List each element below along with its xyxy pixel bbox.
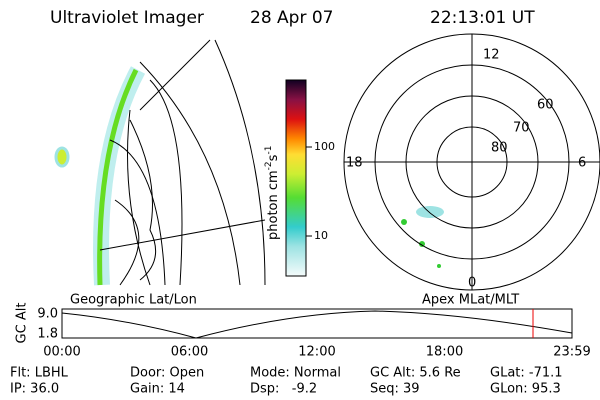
clock-label: 6: [578, 156, 586, 171]
x-tick-label: 06:00: [171, 345, 208, 360]
status-field: GLat: -71.1: [490, 366, 563, 381]
status-field: Dsp: -9.2: [250, 382, 317, 397]
colorbar: [285, 79, 307, 277]
clock-label: 12: [483, 48, 500, 63]
x-tick-label: 18:00: [426, 345, 463, 360]
y-tick-label: 1.8: [37, 327, 58, 342]
caption: Geographic Lat/Lon: [70, 293, 197, 308]
x-tick-label: 23:59: [553, 345, 590, 360]
clock-label: 18: [346, 156, 363, 171]
caption: Apex MLat/MLT: [422, 293, 519, 308]
y-tick-label: 9.0: [37, 307, 58, 322]
time: 22:13:01 UT: [430, 8, 535, 28]
clock-label: 0: [468, 276, 476, 291]
status-field: GLon: 95.3: [490, 382, 561, 397]
status-field: IP: 36.0: [10, 382, 59, 397]
status-field: Seq: 39: [370, 382, 420, 397]
status-field: Door: Open: [130, 366, 204, 381]
status-field: Flt: LBHL: [10, 366, 69, 381]
altitude-curve: [61, 310, 573, 339]
globe-image: [54, 39, 266, 286]
status-field: Mode: Normal: [250, 366, 341, 381]
x-tick-label: 00:00: [43, 345, 80, 360]
lat-label: 60: [537, 98, 554, 113]
colorbar-label: photon cm-2s-1: [264, 146, 281, 240]
y-label: GC Alt: [15, 303, 30, 344]
polar-plot: [343, 33, 600, 291]
title: Ultraviolet Imager: [50, 8, 204, 28]
altitude-frame: [61, 308, 573, 339]
status-field: Gain: 14: [130, 382, 185, 397]
colorbar-tick-label: 100: [314, 140, 335, 153]
x-tick-label: 12:00: [298, 345, 335, 360]
lat-label: 80: [491, 141, 508, 156]
status-field: GC Alt: 5.6 Re: [370, 366, 461, 381]
lat-label: 70: [513, 121, 530, 136]
colorbar-tick-label: 10: [314, 229, 328, 242]
date: 28 Apr 07: [250, 8, 333, 28]
